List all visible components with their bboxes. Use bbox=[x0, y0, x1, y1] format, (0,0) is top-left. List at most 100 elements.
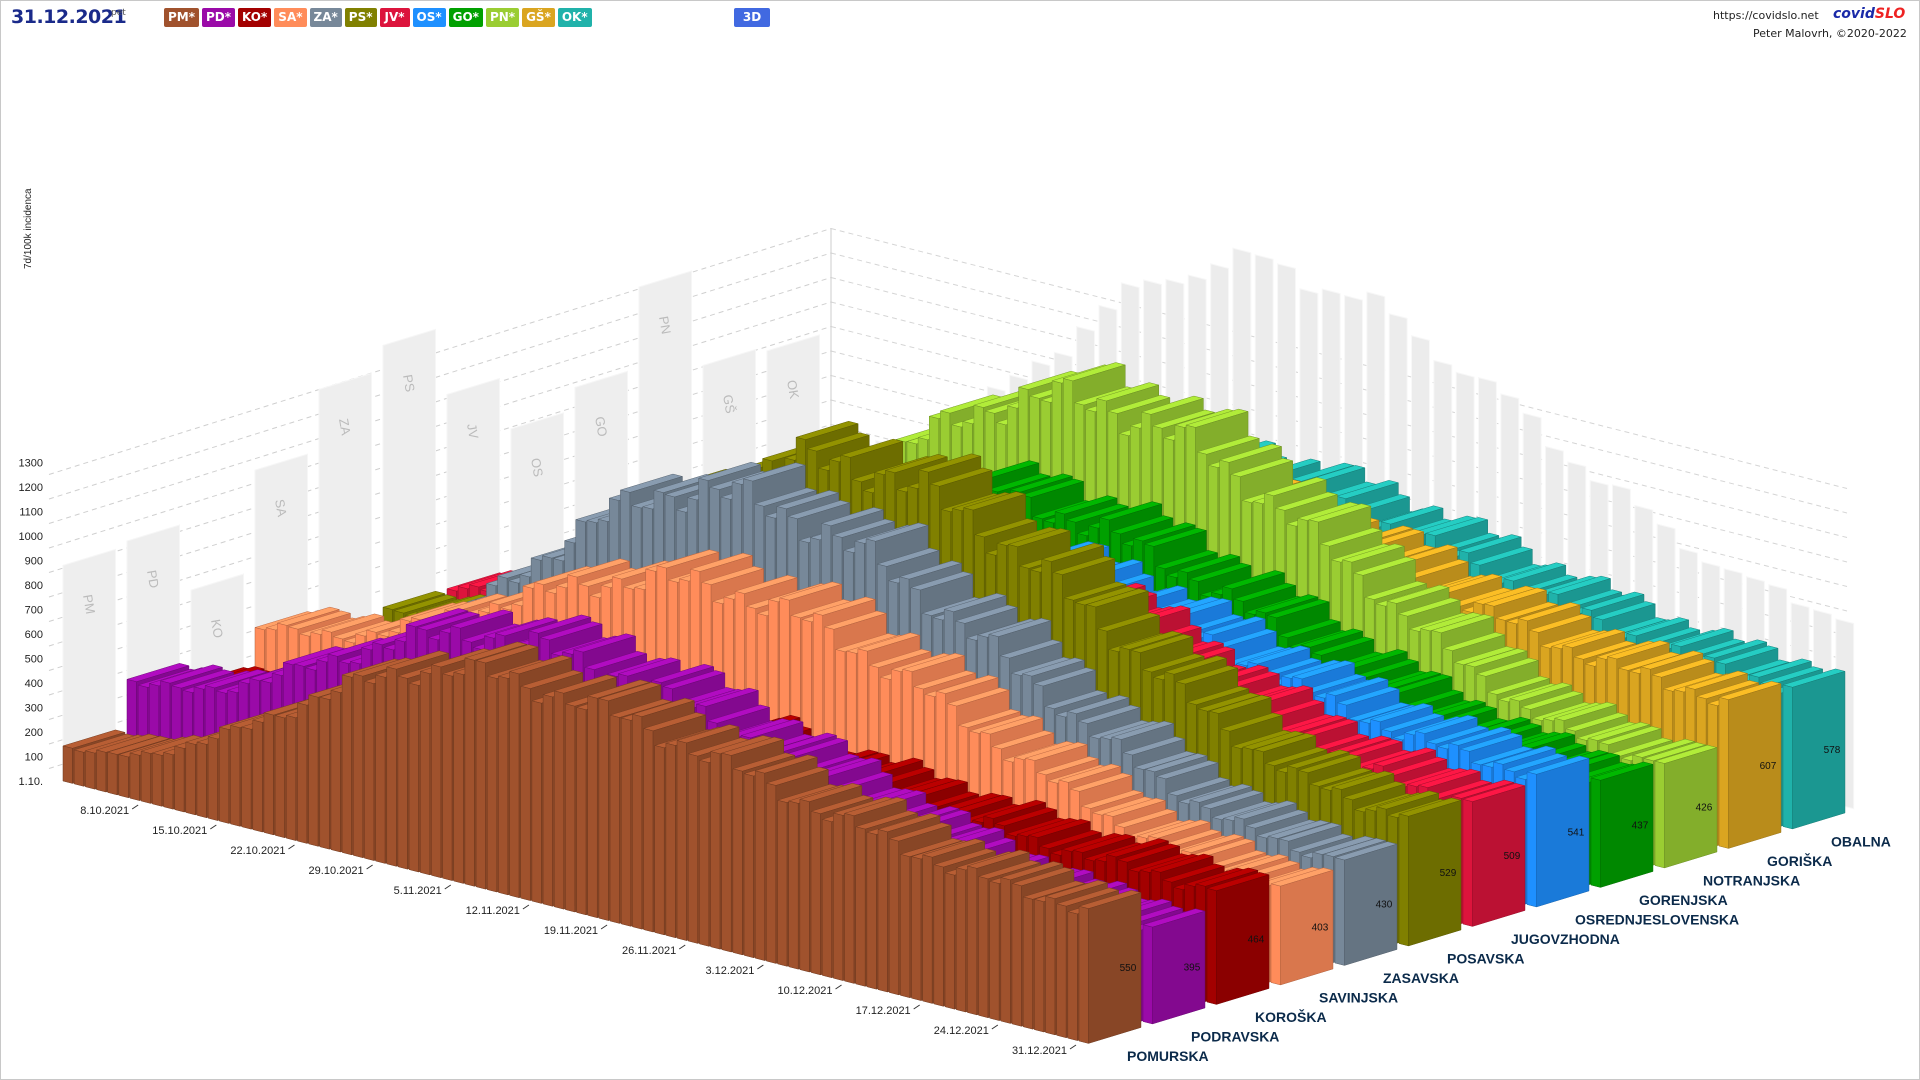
region-button-7[interactable]: OS* bbox=[412, 8, 446, 27]
region-label: ZASAVSKA bbox=[1383, 970, 1459, 986]
last-value-label: 541 bbox=[1568, 827, 1585, 838]
bar-front bbox=[1000, 877, 1011, 1024]
bars bbox=[62, 362, 1846, 1044]
bar-front bbox=[833, 812, 844, 981]
bar-front bbox=[408, 682, 419, 873]
bar-front bbox=[799, 798, 810, 973]
y-tick-label: 200 bbox=[25, 727, 43, 739]
x-tick bbox=[1069, 1044, 1077, 1050]
bar-front bbox=[632, 713, 643, 930]
last-value-label: 464 bbox=[1248, 934, 1265, 945]
last-value-label: 426 bbox=[1696, 803, 1713, 814]
bar-front bbox=[576, 707, 587, 916]
bar-front bbox=[788, 800, 799, 970]
x-first-date: 1.10. bbox=[19, 776, 43, 788]
bar-front bbox=[1462, 798, 1473, 927]
credit-text: Peter Malovrh, ©2020-2022 bbox=[1753, 27, 1907, 40]
ghost-label: OK bbox=[784, 379, 802, 400]
bar-side bbox=[1472, 785, 1526, 927]
bar-front bbox=[196, 741, 207, 819]
region-filter-buttons: PM* PD* KO* SA* ZA* PS* JV* OS* GO* PN* GŠ* OK* bbox=[164, 8, 592, 27]
region-button-6[interactable]: JV* bbox=[379, 8, 410, 27]
ghost-label: GŠ bbox=[720, 393, 738, 414]
bar-side bbox=[1408, 799, 1462, 947]
bar-front bbox=[609, 714, 620, 924]
bar-front bbox=[531, 700, 542, 904]
brand-logo[interactable]: covidSLO bbox=[1833, 6, 1905, 22]
bar-front bbox=[252, 719, 263, 833]
bar-front bbox=[743, 773, 754, 959]
bar-front bbox=[1654, 760, 1665, 869]
x-tick bbox=[835, 984, 842, 990]
bar-front bbox=[777, 799, 788, 967]
bar-front bbox=[598, 698, 609, 921]
bar-front bbox=[375, 674, 386, 864]
bar-front bbox=[397, 675, 408, 870]
x-tick-label: 24.12.2021 bbox=[934, 1025, 989, 1037]
bar-front bbox=[297, 702, 308, 844]
bar-front bbox=[1718, 696, 1729, 849]
bar-front bbox=[821, 819, 832, 979]
region-button-10[interactable]: GŠ* bbox=[522, 8, 555, 27]
bar-front bbox=[520, 685, 531, 901]
region-button-8[interactable]: GO* bbox=[448, 8, 483, 27]
bar-front bbox=[129, 752, 140, 801]
region-label: OSREDNJESLOVENSKA bbox=[1575, 912, 1739, 928]
region-button-0[interactable]: PM* bbox=[164, 8, 200, 27]
bar-side bbox=[1280, 869, 1334, 986]
ghost-label: OS bbox=[528, 457, 546, 478]
bar-front bbox=[1398, 813, 1409, 947]
ghost-label: PM bbox=[80, 593, 98, 615]
bar-front bbox=[1022, 896, 1033, 1030]
bar-front bbox=[922, 854, 933, 1004]
region-button-1[interactable]: PD* bbox=[202, 8, 236, 27]
x-tick-label: 26.11.2021 bbox=[622, 945, 676, 957]
bar-front bbox=[386, 666, 397, 867]
bar-front bbox=[1067, 911, 1078, 1041]
y-tick-label: 500 bbox=[25, 654, 43, 666]
last-value-label: 403 bbox=[1312, 922, 1329, 933]
bar-front bbox=[431, 664, 442, 879]
bar-front bbox=[185, 741, 196, 816]
x-tick bbox=[288, 844, 295, 850]
bar-front bbox=[341, 674, 352, 856]
region-button-5[interactable]: PS* bbox=[344, 8, 377, 27]
ghost-label: PN bbox=[656, 315, 674, 335]
site-url-link[interactable]: https://covidslo.net bbox=[1713, 9, 1819, 22]
bar-front bbox=[676, 740, 687, 941]
bar-front bbox=[107, 751, 118, 796]
bar-front bbox=[263, 712, 274, 836]
region-button-2[interactable]: KO* bbox=[238, 8, 272, 27]
region-button-4[interactable]: ZA* bbox=[309, 8, 342, 27]
bar-side bbox=[1152, 910, 1206, 1025]
x-tick-label: 17.12.2021 bbox=[856, 1005, 911, 1017]
bar-front bbox=[1206, 887, 1217, 1005]
x-tick bbox=[757, 964, 764, 970]
ghost-label: ZA bbox=[336, 417, 354, 436]
x-tick bbox=[444, 884, 452, 890]
gridline-left bbox=[48, 301, 832, 549]
y-tick-label: 900 bbox=[25, 556, 43, 568]
x-tick bbox=[131, 804, 139, 810]
region-button-11[interactable]: OK* bbox=[557, 8, 592, 27]
x-tick-label: 12.11.2021 bbox=[466, 905, 520, 917]
ghost-label: GO bbox=[592, 415, 610, 438]
bar-front bbox=[85, 750, 96, 790]
x-tick bbox=[678, 944, 686, 950]
last-value-label: 607 bbox=[1760, 761, 1777, 772]
bar-side bbox=[1600, 764, 1654, 888]
region-label: NOTRANJSKA bbox=[1703, 873, 1800, 889]
region-button-9[interactable]: PN* bbox=[485, 8, 520, 27]
bar-front bbox=[810, 810, 821, 976]
bar-front bbox=[330, 689, 341, 853]
region-button-3[interactable]: SA* bbox=[274, 8, 307, 27]
bar-front bbox=[319, 696, 330, 850]
x-tick bbox=[210, 824, 217, 830]
x-tick-label: 10.12.2021 bbox=[777, 985, 832, 997]
bar-front bbox=[487, 675, 498, 893]
3d-view-button[interactable]: 3D bbox=[734, 8, 770, 27]
ghost-label: SA bbox=[272, 498, 290, 518]
x-tick-label: 8.10.2021 bbox=[80, 805, 129, 817]
y-tick-label: 300 bbox=[25, 703, 43, 715]
y-tick-label: 400 bbox=[25, 678, 43, 690]
